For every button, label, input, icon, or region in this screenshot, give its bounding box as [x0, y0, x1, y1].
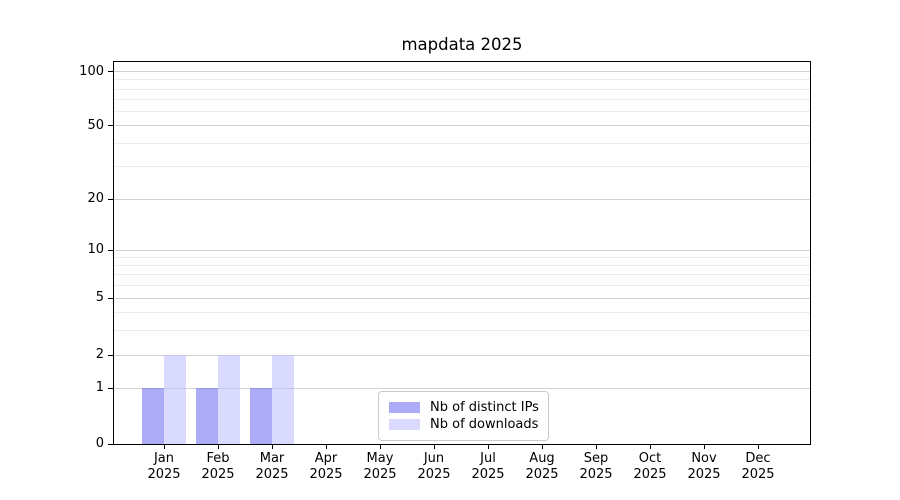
x-tick-label-jan: Jan 2025: [129, 451, 199, 482]
x-tick-month: Jul: [480, 451, 496, 466]
x-tick-year: 2025: [309, 466, 343, 482]
x-tick-year: 2025: [687, 466, 721, 482]
x-tick-month: Mar: [259, 451, 285, 466]
x-tick-month: Feb: [206, 451, 230, 466]
bar-distinct-ips-jan: [142, 388, 164, 444]
x-tick-label-jun: Jun 2025: [399, 451, 469, 482]
x-tick-mark: [541, 445, 543, 449]
x-tick-month: May: [366, 451, 394, 466]
x-tick-month: Jan: [153, 451, 175, 466]
y-tick-mark: [108, 71, 113, 73]
legend-label-downloads: Nb of downloads: [430, 417, 539, 432]
y-gridline-minor: [114, 265, 810, 267]
y-tick-label: 50: [87, 117, 104, 133]
y-gridline-minor: [114, 257, 810, 259]
y-gridline-major: [114, 249, 810, 251]
x-tick-mark: [703, 445, 705, 449]
y-gridline-minor: [114, 88, 810, 90]
x-tick-year: 2025: [417, 466, 451, 482]
x-tick-label-dec: Dec 2025: [723, 451, 793, 482]
legend-row-distinct-ips: Nb of distinct IPs: [389, 400, 539, 415]
y-tick-mark: [108, 249, 113, 251]
y-gridline-minor: [114, 143, 810, 145]
legend: Nb of distinct IPs Nb of downloads: [378, 391, 549, 441]
y-gridline-minor: [114, 166, 810, 168]
x-tick-mark: [325, 445, 327, 449]
y-gridline-minor: [114, 285, 810, 287]
x-tick-label-may: May 2025: [345, 451, 415, 482]
x-tick-month: Aug: [529, 451, 555, 466]
x-tick-mark: [487, 445, 489, 449]
bar-distinct-ips-mar: [250, 388, 272, 444]
x-tick-year: 2025: [741, 466, 775, 482]
plot-area: [113, 61, 811, 445]
x-tick-year: 2025: [363, 466, 397, 482]
x-tick-month: Nov: [691, 451, 717, 466]
x-tick-label-feb: Feb 2025: [183, 451, 253, 482]
x-tick-label-apr: Apr 2025: [291, 451, 361, 482]
x-tick-label-sep: Sep 2025: [561, 451, 631, 482]
x-tick-year: 2025: [633, 466, 667, 482]
x-tick-mark: [379, 445, 381, 449]
bar-distinct-ips-feb: [196, 388, 218, 444]
x-tick-mark: [271, 445, 273, 449]
x-tick-label-nov: Nov 2025: [669, 451, 739, 482]
y-tick-label: 0: [95, 436, 104, 451]
x-tick-label-aug: Aug 2025: [507, 451, 577, 482]
x-tick-mark: [649, 445, 651, 449]
legend-row-downloads: Nb of downloads: [389, 417, 539, 432]
x-tick-label-mar: Mar 2025: [237, 451, 307, 482]
x-tick-month: Dec: [745, 451, 771, 466]
x-tick-month: Jun: [423, 451, 445, 466]
bar-downloads-jan: [164, 355, 186, 444]
y-gridline-major: [114, 125, 810, 127]
x-tick-month: Apr: [314, 451, 338, 466]
x-tick-mark: [757, 445, 759, 449]
y-gridline-minor: [114, 311, 810, 313]
y-gridline-major: [114, 198, 810, 200]
x-tick-month: Oct: [638, 451, 662, 466]
y-tick-label: 2: [95, 347, 104, 363]
legend-swatch-downloads: [389, 419, 420, 430]
y-tick-label: 5: [95, 290, 104, 306]
bar-downloads-mar: [272, 355, 294, 444]
x-tick-mark: [163, 445, 165, 449]
y-gridline-minor: [114, 274, 810, 276]
y-tick-label: 100: [79, 63, 104, 79]
x-tick-year: 2025: [201, 466, 235, 482]
y-tick-mark: [108, 125, 113, 127]
y-tick-mark: [108, 443, 113, 445]
x-tick-mark: [595, 445, 597, 449]
x-tick-year: 2025: [147, 466, 181, 482]
legend-label-distinct-ips: Nb of distinct IPs: [430, 400, 539, 415]
x-tick-year: 2025: [579, 466, 613, 482]
x-tick-label-jul: Jul 2025: [453, 451, 523, 482]
y-gridline-major: [114, 387, 810, 389]
y-gridline-major: [114, 71, 810, 73]
y-gridline-minor: [114, 79, 810, 81]
x-tick-mark: [433, 445, 435, 449]
x-tick-mark: [217, 445, 219, 449]
x-tick-year: 2025: [525, 466, 559, 482]
y-gridline-minor: [114, 99, 810, 101]
y-tick-label: 10: [87, 242, 104, 258]
y-gridline-major: [114, 354, 810, 356]
chart-title: mapdata 2025: [401, 35, 523, 54]
y-tick-label: 1: [95, 380, 104, 396]
x-tick-label-oct: Oct 2025: [615, 451, 685, 482]
y-tick-label: 20: [87, 191, 104, 207]
y-gridline-minor: [114, 111, 810, 113]
x-tick-month: Sep: [583, 451, 609, 466]
y-gridline-major: [114, 297, 810, 299]
legend-swatch-distinct-ips: [389, 402, 420, 413]
y-tick-mark: [108, 297, 113, 299]
y-tick-mark: [108, 198, 113, 200]
y-tick-mark: [108, 354, 113, 356]
x-tick-year: 2025: [471, 466, 505, 482]
y-gridline-minor: [114, 329, 810, 331]
bar-downloads-feb: [218, 355, 240, 444]
y-tick-mark: [108, 387, 113, 389]
x-tick-year: 2025: [255, 466, 289, 482]
